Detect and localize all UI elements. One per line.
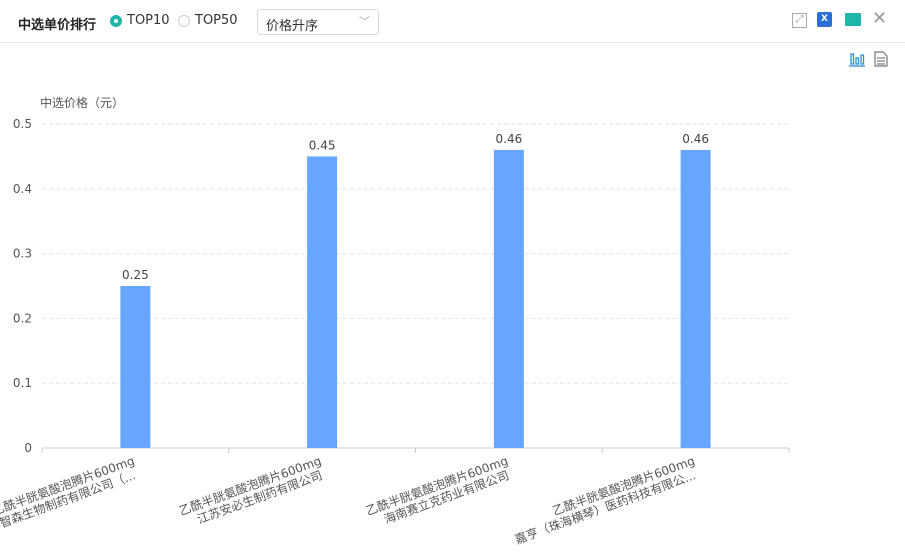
data-label: 0.25 — [122, 268, 149, 282]
chevron-down-icon: ﹀ — [359, 15, 370, 28]
close-icon[interactable]: ✕ — [872, 8, 888, 29]
panel-title: 中选单价排行 — [18, 18, 97, 33]
save-image-icon[interactable] — [845, 13, 861, 26]
x-tick-label: 乙酰半胱氨酸泡腾片600mg智森生物制药有限公司（... — [0, 453, 141, 532]
bar[interactable] — [307, 156, 338, 448]
data-label: 0.46 — [496, 132, 523, 146]
data-label: 0.46 — [682, 132, 709, 146]
radio-checked-icon — [110, 14, 122, 27]
radio-top10[interactable]: TOP10 — [110, 13, 170, 28]
y-tick-label: 0.3 — [13, 247, 32, 261]
y-tick-label: 0.2 — [13, 311, 32, 325]
x-tick-label: 乙酰半胱氨酸泡腾片600mg海南赛立克药业有限公司 — [364, 453, 515, 532]
y-axis-label: 中选价格（元） — [40, 95, 124, 110]
y-tick-label: 0.1 — [13, 376, 32, 390]
y-tick-label: 0 — [24, 441, 32, 455]
fullscreen-icon[interactable]: ⤢ — [792, 13, 807, 28]
bar-chart-view-icon[interactable] — [849, 51, 865, 67]
bar[interactable] — [493, 149, 524, 449]
sort-select[interactable]: 价格升序 ﹀ — [257, 9, 379, 35]
sort-select-value: 价格升序 — [266, 19, 319, 34]
x-tick-label: 乙酰半胱氨酸泡腾片600mg嘉亨（珠海横琴）医药科技有限公... — [508, 453, 702, 547]
y-tick-label: 0.4 — [13, 182, 32, 196]
x-tick-label: 乙酰半胱氨酸泡腾片600mg江苏安必生制药有限公司 — [177, 453, 328, 532]
data-view-icon[interactable] — [874, 51, 888, 67]
radio-label: TOP50 — [195, 13, 238, 28]
y-tick-label: 0.5 — [13, 117, 32, 131]
radio-label: TOP10 — [127, 13, 170, 28]
toolbar: 中选单价排行 TOP10 TOP50 价格升序 ﹀ ⤢ X ✕ — [0, 0, 905, 43]
export-excel-icon[interactable]: X — [817, 12, 832, 27]
data-label: 0.45 — [309, 138, 336, 152]
bar[interactable] — [120, 286, 151, 448]
radio-top50[interactable]: TOP50 — [178, 13, 238, 28]
radio-unchecked-icon — [178, 14, 190, 27]
bar[interactable] — [680, 149, 711, 449]
